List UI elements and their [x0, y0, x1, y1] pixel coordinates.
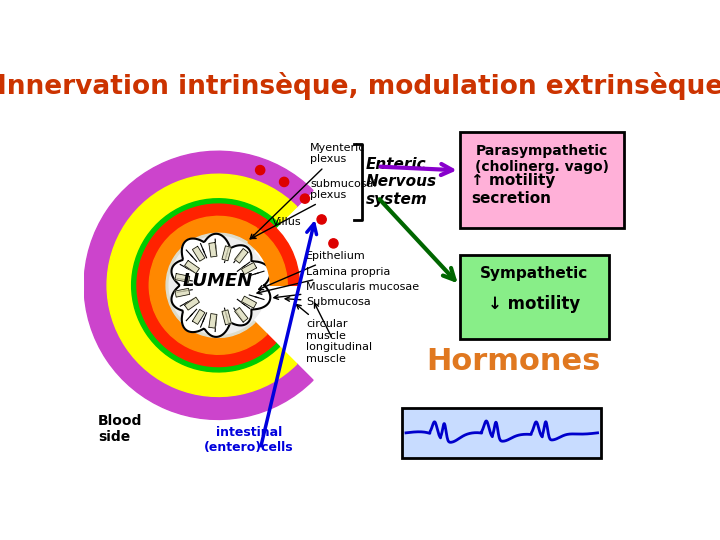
Text: Innervation intrinsèque, modulation extrinsèque: Innervation intrinsèque, modulation extr… — [0, 72, 720, 100]
Text: Epithelium: Epithelium — [258, 251, 366, 289]
Polygon shape — [241, 296, 256, 308]
Polygon shape — [192, 246, 205, 261]
Text: LUMEN: LUMEN — [183, 273, 253, 291]
Wedge shape — [248, 229, 287, 285]
Circle shape — [169, 237, 267, 334]
Text: Parasympathetic
(cholinerg. vago): Parasympathetic (cholinerg. vago) — [475, 144, 609, 174]
Text: ↑ motility
secretion: ↑ motility secretion — [471, 173, 556, 206]
Polygon shape — [222, 246, 231, 261]
Polygon shape — [171, 234, 270, 337]
Wedge shape — [107, 174, 297, 396]
Text: intestinal
(entero)cells: intestinal (entero)cells — [204, 426, 294, 454]
Circle shape — [317, 215, 326, 224]
Polygon shape — [235, 248, 248, 263]
Text: longitudinal
muscle: longitudinal muscle — [306, 303, 372, 363]
Bar — [402, 408, 601, 458]
Text: Myenteric
plexus: Myenteric plexus — [250, 143, 366, 239]
Wedge shape — [84, 151, 313, 420]
Circle shape — [279, 177, 289, 186]
Polygon shape — [235, 307, 248, 322]
Wedge shape — [149, 217, 267, 354]
Text: Blood
side: Blood side — [98, 414, 143, 444]
Polygon shape — [209, 242, 217, 257]
Wedge shape — [166, 233, 255, 338]
Text: submucosal
plexus: submucosal plexus — [251, 179, 377, 239]
Text: Submucosa: Submucosa — [285, 297, 371, 307]
Polygon shape — [241, 262, 256, 274]
Circle shape — [256, 166, 265, 175]
Polygon shape — [184, 260, 199, 273]
Circle shape — [300, 194, 310, 203]
Circle shape — [329, 239, 338, 248]
Text: circular
muscle: circular muscle — [297, 305, 348, 341]
Bar — [459, 255, 609, 339]
Polygon shape — [192, 309, 205, 325]
Polygon shape — [175, 274, 190, 282]
Bar — [459, 132, 624, 228]
Polygon shape — [184, 297, 199, 310]
Text: Sympathetic: Sympathetic — [480, 266, 588, 281]
Wedge shape — [258, 219, 300, 285]
Polygon shape — [209, 314, 217, 328]
Text: Lamina propria: Lamina propria — [257, 267, 391, 294]
Text: ↓ motility: ↓ motility — [488, 295, 580, 314]
Polygon shape — [175, 288, 190, 297]
Text: Muscularis mucosae: Muscularis mucosae — [274, 282, 420, 299]
Text: Enteric
Nervous
system: Enteric Nervous system — [366, 157, 437, 207]
Text: Villus: Villus — [272, 218, 302, 227]
Wedge shape — [137, 204, 276, 367]
Polygon shape — [222, 310, 231, 325]
Wedge shape — [132, 199, 279, 372]
Text: Hormones: Hormones — [426, 347, 600, 376]
